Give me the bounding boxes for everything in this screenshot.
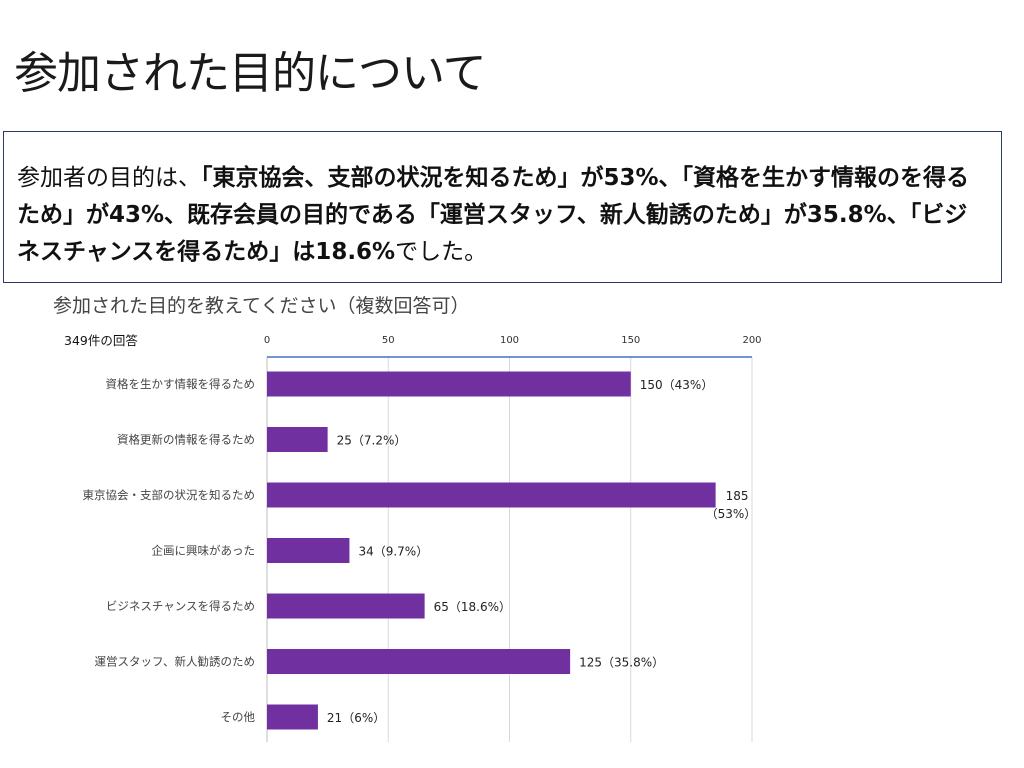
slide-title: 参加された目的について [14, 48, 487, 99]
summary-text-tail: でした。 [395, 239, 488, 265]
summary-text-highlight: 「東京協会、支部の状況を知るため」が53%、「資格を生かす情報のを得るため」が4… [17, 165, 970, 265]
chart-question-title: 参加された目的を教えてください（複数回答可） [53, 295, 470, 317]
bar [267, 649, 571, 674]
category-label: 資格更新の情報を得るため [117, 433, 255, 447]
bar [267, 704, 318, 730]
data-label: 25（7.2%） [337, 434, 407, 448]
category-label: 企画に興味があった [152, 544, 256, 558]
x-tick-label: 100 [500, 335, 519, 346]
data-label: 150（43%） [640, 378, 714, 392]
bar [267, 538, 350, 563]
category-label: その他 [221, 710, 256, 724]
bar [267, 427, 328, 452]
x-tick-label: 50 [382, 335, 395, 346]
data-label: 125（35.8%） [579, 656, 664, 670]
data-label-continued: （53%） [706, 507, 757, 521]
category-label: ビジネスチャンスを得るため [106, 599, 255, 613]
data-label: 21（6%） [327, 711, 385, 725]
response-count: 349件の回答 [64, 333, 138, 348]
x-tick-label: 0 [264, 335, 270, 346]
bar [267, 371, 631, 397]
category-label: 運営スタッフ、新人勧誘のため [94, 655, 255, 669]
x-tick-label: 150 [621, 335, 640, 346]
bar [267, 482, 716, 508]
summary-text-lead: 参加者の目的は、 [17, 165, 201, 191]
category-label: 東京協会・支部の状況を知るため [83, 488, 256, 502]
x-tick-label: 200 [742, 335, 761, 346]
bar [267, 593, 425, 619]
summary-box: 参加者の目的は、「東京協会、支部の状況を知るため」が53%、「資格を生かす情報の… [3, 131, 1002, 283]
category-label: 資格を生かす情報を得るため [106, 377, 256, 391]
data-label: 34（9.7%） [358, 545, 428, 559]
data-label: 65（18.6%） [434, 600, 511, 614]
data-label: 185 [726, 489, 749, 503]
